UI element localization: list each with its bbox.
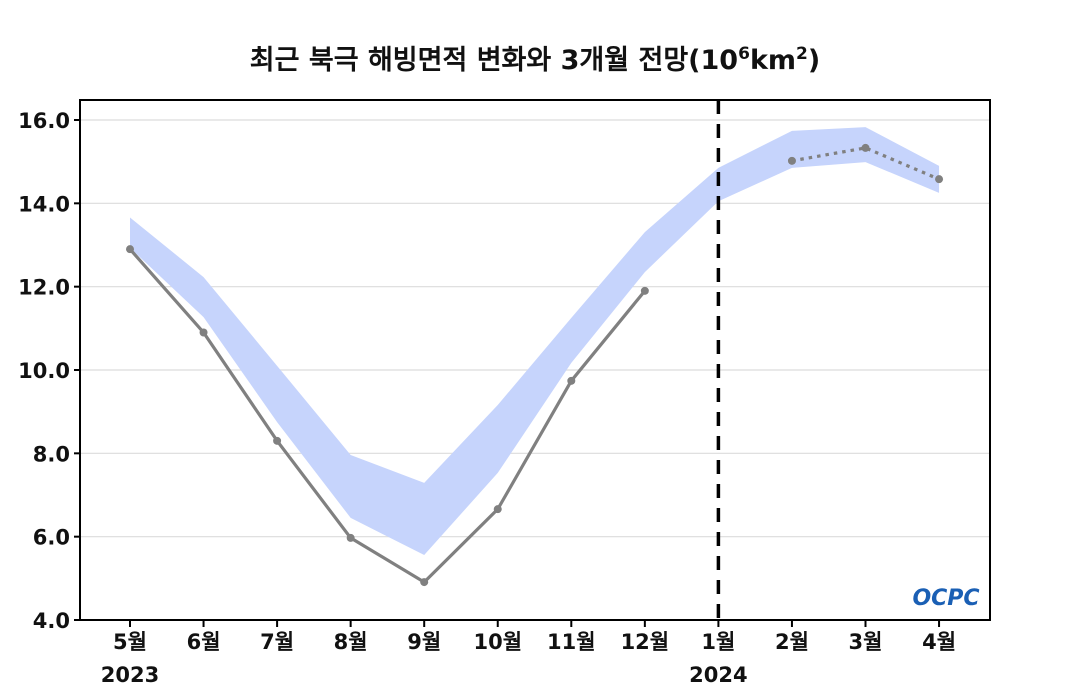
observed-point bbox=[420, 578, 429, 587]
y-tick-label: 12.0 bbox=[18, 276, 70, 300]
title-text: 최근 북극 해빙면적 변화와 3개월 전망(10 bbox=[249, 45, 739, 76]
title-sup: 6 bbox=[738, 44, 750, 64]
x-tick-label: 2월 bbox=[775, 630, 809, 654]
x-tick-label: 3월 bbox=[849, 630, 883, 654]
ocpc-logo: OCPC bbox=[912, 586, 979, 611]
x-tick-label: 5월 bbox=[113, 630, 147, 654]
y-tick-label: 14.0 bbox=[18, 192, 70, 216]
x-tick-label: 1월 bbox=[701, 630, 735, 654]
forecast-point bbox=[935, 175, 944, 184]
x-tick-label: 11월 bbox=[547, 630, 596, 654]
y-tick-label: 4.0 bbox=[33, 609, 70, 633]
y-tick-label: 8.0 bbox=[33, 442, 70, 466]
observed-point bbox=[640, 286, 649, 295]
forecast-line bbox=[791, 146, 940, 181]
forecast-point bbox=[861, 143, 870, 152]
y-tick-label: 10.0 bbox=[18, 359, 70, 383]
title-unit: km bbox=[749, 45, 797, 76]
x-tick-label: 8월 bbox=[334, 630, 368, 654]
x-tick-label: 6월 bbox=[187, 630, 221, 654]
x-tick-label: 4월 bbox=[922, 630, 956, 654]
observed-line bbox=[128, 248, 647, 585]
observed-point bbox=[493, 505, 502, 514]
observed-point bbox=[346, 533, 355, 542]
title-sup: 2 bbox=[796, 44, 808, 64]
range-band bbox=[130, 127, 940, 555]
x-tick-label: 7월 bbox=[260, 630, 294, 654]
year-label: 2024 bbox=[689, 663, 747, 687]
observed-point bbox=[273, 436, 282, 445]
plot-frame bbox=[79, 99, 991, 621]
year-label: 2023 bbox=[101, 663, 159, 687]
y-tick-label: 16.0 bbox=[18, 109, 70, 133]
y-tick-label: 6.0 bbox=[33, 526, 70, 550]
observed-point bbox=[126, 245, 134, 254]
forecast-point bbox=[787, 156, 796, 165]
observed-point bbox=[199, 328, 208, 337]
observed-point bbox=[567, 376, 576, 385]
x-tick-label: 9월 bbox=[407, 630, 441, 654]
title-end: ) bbox=[807, 45, 821, 76]
x-tick-label: 10월 bbox=[473, 630, 522, 654]
x-tick-label: 12월 bbox=[621, 630, 670, 654]
chart-title: 최근 북극 해빙면적 변화와 3개월 전망(106km2) bbox=[0, 38, 1070, 77]
